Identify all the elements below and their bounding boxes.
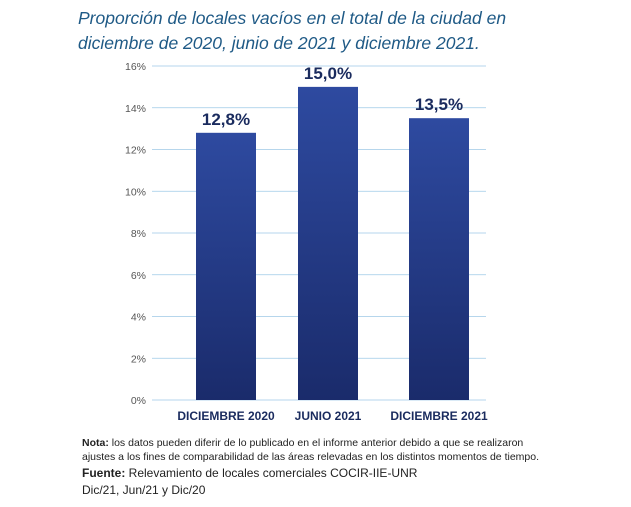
data-label: 15,0%	[304, 64, 352, 83]
data-label: 12,8%	[202, 110, 250, 129]
x-tick-label: JUNIO 2021	[295, 409, 362, 423]
x-axis-ticks: DICIEMBRE 2020 JUNIO 2021 DICIEMBRE 2021	[177, 409, 488, 423]
y-tick-label: 12%	[125, 145, 146, 157]
source-text: Relevamiento de locales comerciales COCI…	[125, 466, 418, 480]
y-axis-ticks: 0% 2% 4% 6% 8% 10% 12% 14% 16%	[125, 61, 146, 407]
chart-title: Proporción de locales vacíos en el total…	[78, 6, 578, 56]
source-dates: Dic/21, Jun/21 y Dic/20	[82, 483, 206, 497]
bar	[298, 86, 358, 400]
note-text-1: los datos pueden diferir de lo publicado…	[108, 437, 524, 449]
source-line: Fuente: Relevamiento de locales comercia…	[82, 465, 622, 481]
y-tick-label: 14%	[125, 103, 146, 115]
chart-notes: Nota: los datos pueden diferir de lo pub…	[82, 436, 622, 498]
chart-title-line-2: diciembre de 2020, junio de 2021 y dicie…	[78, 33, 480, 53]
y-tick-label: 4%	[131, 312, 146, 324]
y-tick-label: 2%	[131, 353, 146, 365]
bar-chart: 0% 2% 4% 6% 8% 10% 12% 14% 16% 12,8% 15,0% 13,5% D…	[125, 61, 488, 423]
data-labels: 12,8% 15,0% 13,5%	[202, 64, 463, 129]
bars	[196, 86, 469, 401]
y-tick-label: 6%	[131, 270, 146, 282]
x-tick-label: DICIEMBRE 2021	[390, 409, 488, 423]
bar	[196, 132, 256, 401]
bar	[409, 118, 469, 400]
source-label: Fuente:	[82, 466, 126, 480]
data-label: 13,5%	[415, 95, 463, 114]
y-tick-label: 0%	[131, 395, 146, 407]
y-tick-label: 10%	[125, 186, 146, 198]
chart-title-line-1: Proporción de locales vacíos en el total…	[78, 8, 507, 28]
note-text-2: ajustes a los fines de comparabilidad de…	[82, 451, 540, 463]
note-paragraph: Nota: los datos pueden diferir de lo pub…	[82, 436, 622, 450]
y-tick-label: 16%	[125, 61, 146, 73]
y-tick-label: 8%	[131, 228, 146, 240]
note-label: Nota:	[82, 437, 109, 449]
x-tick-label: DICIEMBRE 2020	[177, 409, 275, 423]
